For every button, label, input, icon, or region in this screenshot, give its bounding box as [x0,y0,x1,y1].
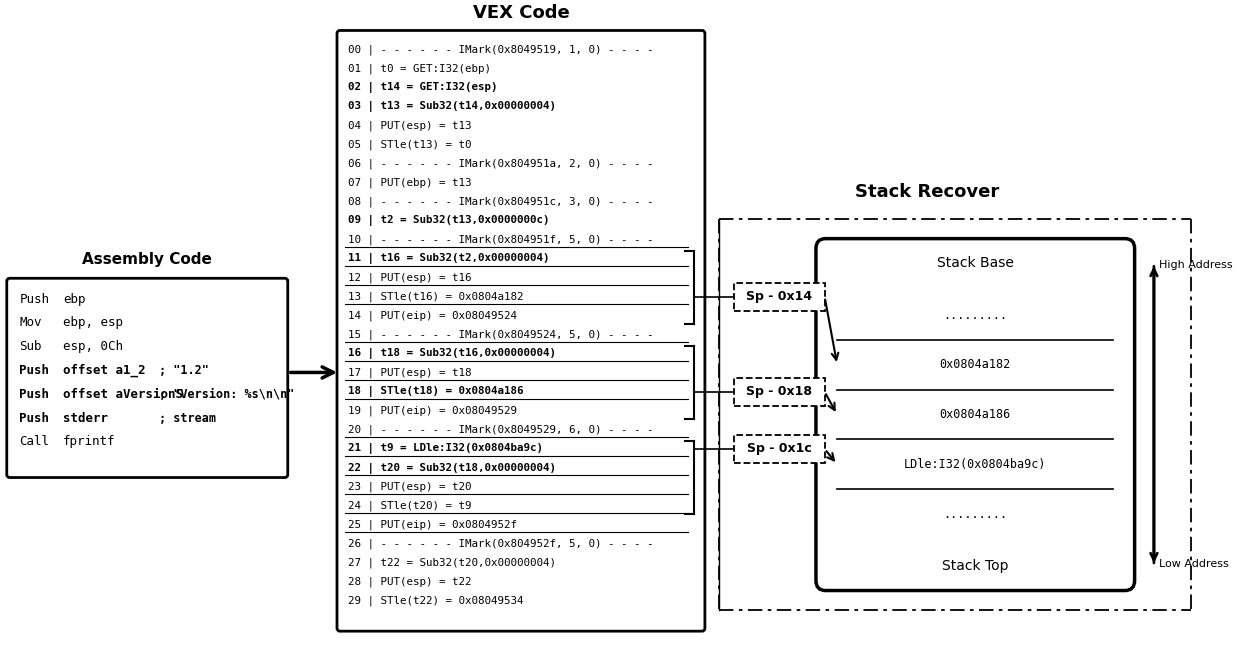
Text: 25 | PUT(eip) = 0x0804952f: 25 | PUT(eip) = 0x0804952f [347,520,517,530]
Text: 11 | t16 = Sub32(t2,0x00000004): 11 | t16 = Sub32(t2,0x00000004) [347,253,549,264]
FancyBboxPatch shape [337,31,704,631]
Text: 14 | PUT(eip) = 0x08049524: 14 | PUT(eip) = 0x08049524 [347,311,517,321]
Text: 20 | - - - - - - IMark(0x8049529, 6, 0) - - - -: 20 | - - - - - - IMark(0x8049529, 6, 0) … [347,424,653,436]
Text: stderr: stderr [63,411,108,424]
FancyBboxPatch shape [734,283,825,311]
FancyBboxPatch shape [816,239,1135,590]
Text: 27 | t22 = Sub32(t20,0x00000004): 27 | t22 = Sub32(t20,0x00000004) [347,558,556,568]
Text: Mov: Mov [20,317,42,330]
Text: High Address: High Address [1158,261,1233,270]
Text: 23 | PUT(esp) = t20: 23 | PUT(esp) = t20 [347,482,471,492]
Text: fprintf: fprintf [63,436,115,448]
Text: 01 | t0 = GET:I32(ebp): 01 | t0 = GET:I32(ebp) [347,63,491,73]
Text: 17 | PUT(esp) = t18: 17 | PUT(esp) = t18 [347,368,471,378]
Text: Sp - 0x14: Sp - 0x14 [746,290,812,303]
Text: Stack Recover: Stack Recover [854,183,999,201]
Text: ebp: ebp [63,292,86,306]
Text: Assembly Code: Assembly Code [82,252,212,267]
Text: 08 | - - - - - - IMark(0x804951c, 3, 0) - - - -: 08 | - - - - - - IMark(0x804951c, 3, 0) … [347,196,653,207]
Text: 18 | STle(t18) = 0x0804a186: 18 | STle(t18) = 0x0804a186 [347,386,523,397]
Text: VEX Code: VEX Code [472,3,569,21]
Text: Sub: Sub [20,340,42,353]
Text: ; stream: ; stream [159,411,216,424]
Text: 19 | PUT(eip) = 0x08049529: 19 | PUT(eip) = 0x08049529 [347,406,517,416]
Text: 0x0804a182: 0x0804a182 [940,358,1011,371]
Text: offset aVersionS: offset aVersionS [63,388,182,401]
Text: 12 | PUT(esp) = t16: 12 | PUT(esp) = t16 [347,272,471,283]
Text: 15 | - - - - - - IMark(0x8049524, 5, 0) - - - -: 15 | - - - - - - IMark(0x8049524, 5, 0) … [347,330,653,340]
Text: esp, 0Ch: esp, 0Ch [63,340,123,353]
Text: Sp - 0x18: Sp - 0x18 [746,385,812,398]
Text: 07 | PUT(ebp) = t13: 07 | PUT(ebp) = t13 [347,177,471,188]
FancyBboxPatch shape [734,378,825,406]
Text: 28 | PUT(esp) = t22: 28 | PUT(esp) = t22 [347,577,471,588]
Text: ebp, esp: ebp, esp [63,317,123,330]
Text: Push: Push [20,411,50,424]
Text: Call: Call [20,436,50,448]
Text: ; "Version: %s\n\n": ; "Version: %s\n\n" [159,388,295,401]
FancyBboxPatch shape [734,435,825,463]
FancyBboxPatch shape [6,278,288,478]
Text: 09 | t2 = Sub32(t13,0x0000000c): 09 | t2 = Sub32(t13,0x0000000c) [347,215,549,226]
Text: 26 | - - - - - - IMark(0x804952f, 5, 0) - - - -: 26 | - - - - - - IMark(0x804952f, 5, 0) … [347,539,653,549]
Text: 22 | t20 = Sub32(t18,0x00000004): 22 | t20 = Sub32(t18,0x00000004) [347,463,556,473]
Text: Push: Push [20,388,50,401]
Text: .........: ......... [944,508,1007,521]
Text: 05 | STle(t13) = t0: 05 | STle(t13) = t0 [347,139,471,150]
Text: 0x0804a186: 0x0804a186 [940,408,1011,421]
Text: 16 | t18 = Sub32(t16,0x00000004): 16 | t18 = Sub32(t16,0x00000004) [347,348,556,359]
Text: 03 | t13 = Sub32(t14,0x00000004): 03 | t13 = Sub32(t14,0x00000004) [347,101,556,112]
Text: ; "1.2": ; "1.2" [159,364,210,377]
Text: 21 | t9 = LDle:I32(0x0804ba9c): 21 | t9 = LDle:I32(0x0804ba9c) [347,443,543,454]
Text: 13 | STle(t16) = 0x0804a182: 13 | STle(t16) = 0x0804a182 [347,291,523,302]
Text: 04 | PUT(esp) = t13: 04 | PUT(esp) = t13 [347,120,471,131]
Text: .........: ......... [944,309,1007,322]
Text: Push: Push [20,364,50,377]
Text: 02 | t14 = GET:I32(esp): 02 | t14 = GET:I32(esp) [347,82,497,93]
Text: Stack Base: Stack Base [937,256,1014,270]
Text: 06 | - - - - - - IMark(0x804951a, 2, 0) - - - -: 06 | - - - - - - IMark(0x804951a, 2, 0) … [347,158,653,169]
Text: 00 | - - - - - - IMark(0x8049519, 1, 0) - - - -: 00 | - - - - - - IMark(0x8049519, 1, 0) … [347,44,653,55]
Text: Stack Top: Stack Top [942,559,1008,573]
Text: 29 | STle(t22) = 0x08049534: 29 | STle(t22) = 0x08049534 [347,596,523,606]
Text: LDle:I32(0x0804ba9c): LDle:I32(0x0804ba9c) [904,458,1047,471]
Text: Sp - 0x1c: Sp - 0x1c [746,443,812,456]
Text: Low Address: Low Address [1158,559,1229,569]
Text: 10 | - - - - - - IMark(0x804951f, 5, 0) - - - -: 10 | - - - - - - IMark(0x804951f, 5, 0) … [347,235,653,245]
Text: offset a1_2: offset a1_2 [63,364,145,377]
Text: 24 | STle(t20) = t9: 24 | STle(t20) = t9 [347,500,471,512]
Text: Push: Push [20,292,50,306]
